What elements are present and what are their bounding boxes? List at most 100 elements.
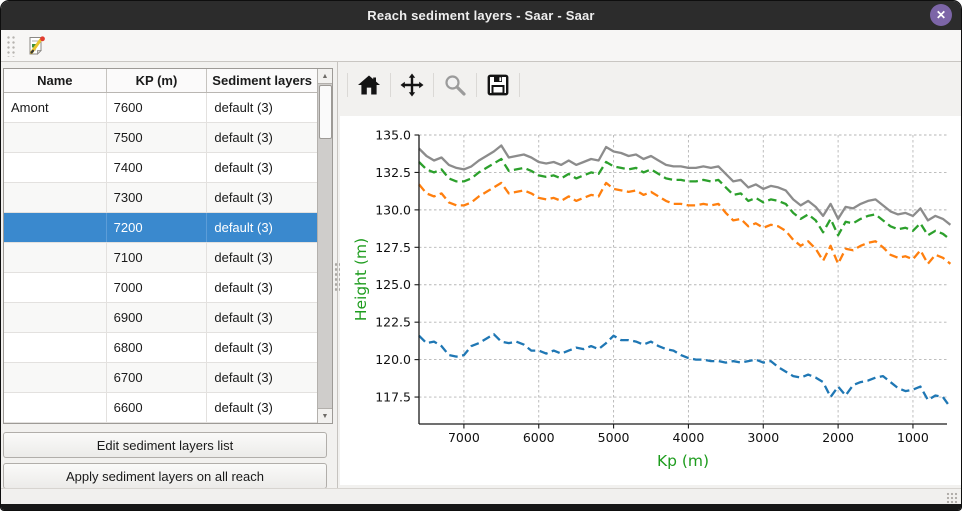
svg-text:3000: 3000 (747, 430, 779, 445)
kp-sediment-table: Name KP (m) Sediment layers Amont 7600 def… (3, 68, 333, 424)
table-cell: 7200 (107, 213, 208, 242)
table-cell: default (3) (214, 250, 273, 265)
sediment-profile-chart: 117.5 120.0 122.5 125.0 127.5 130.0 132.5 135.0… (352, 128, 952, 470)
scrollbar-thumb[interactable] (319, 85, 332, 139)
table-cell: default (3) (214, 190, 273, 205)
resize-grip[interactable] (946, 492, 958, 504)
table-cell (4, 333, 107, 362)
table-cell: default (3) (214, 130, 273, 145)
svg-text:4000: 4000 (673, 430, 705, 445)
sediment-table-panel: Name KP (m) Sediment layers Amont 7600 def… (1, 62, 337, 489)
svg-text:117.5: 117.5 (375, 390, 411, 405)
x-axis-label: Kp (m) (657, 452, 709, 470)
svg-text:6000: 6000 (523, 430, 555, 445)
table-row[interactable]: 7500 default (3) (4, 123, 317, 153)
table-cell: 7300 (107, 183, 208, 212)
table-cell: 7500 (107, 123, 208, 152)
svg-text:125.0: 125.0 (375, 277, 411, 292)
table-cell: default (3) (214, 370, 273, 385)
table-row[interactable]: Amont 7600 default (3) (4, 93, 317, 123)
status-bar (1, 488, 961, 506)
floppy-disk-icon (487, 74, 509, 96)
table-cell: 6600 (107, 393, 208, 422)
table-row[interactable]: 7000 default (3) (4, 273, 317, 303)
svg-text:2000: 2000 (822, 430, 854, 445)
table-cell: 7100 (107, 243, 208, 272)
plot-save-button[interactable] (484, 71, 512, 99)
edit-note-icon (29, 35, 45, 55)
top-toolbar (1, 30, 961, 62)
plot-zoom-button[interactable] (441, 71, 469, 99)
table-cell: 6900 (107, 303, 208, 332)
plot-home-button[interactable] (355, 71, 383, 99)
table-cell: default (3) (214, 100, 273, 115)
move-arrows-icon (400, 73, 424, 97)
table-cell: default (3) (214, 310, 273, 325)
column-header-sediment-layers[interactable]: Sediment layers (212, 73, 313, 88)
sediment-table-body: Amont 7600 default (3) 7500 default (3) 7400 d… (4, 93, 317, 423)
table-cell: 7600 (107, 93, 208, 122)
table-row[interactable]: 7400 default (3) (4, 153, 317, 183)
table-cell (4, 153, 107, 182)
close-x-icon: ✕ (935, 8, 947, 22)
close-button[interactable]: ✕ (930, 4, 952, 26)
table-cell: 6700 (107, 363, 208, 392)
plot-panel: 117.5 120.0 122.5 125.0 127.5 130.0 132.5 135.0… (334, 62, 961, 488)
house-icon (358, 75, 380, 95)
table-cell: default (3) (214, 400, 273, 415)
table-cell (4, 183, 107, 212)
scrollbar-down-arrow-icon[interactable]: ▼ (318, 408, 332, 423)
table-row[interactable]: 6900 default (3) (4, 303, 317, 333)
table-row[interactable]: 6600 default (3) (4, 393, 317, 423)
svg-text:7000: 7000 (448, 430, 480, 445)
edit-sediment-layers-list-button[interactable]: Edit sediment layers list (3, 432, 327, 458)
scrollbar-up-arrow-icon[interactable]: ▲ (318, 69, 332, 84)
table-row[interactable]: 6800 default (3) (4, 333, 317, 363)
magnifier-icon (445, 75, 466, 96)
table-cell: default (3) (214, 280, 273, 295)
column-header-kp[interactable]: KP (m) (107, 69, 208, 92)
table-header-row: Name KP (m) Sediment layers (4, 69, 317, 93)
plot-toolbar (340, 70, 527, 100)
svg-text:120.0: 120.0 (375, 352, 411, 367)
svg-text:5000: 5000 (598, 430, 630, 445)
table-cell (4, 123, 107, 152)
y-axis-label: Height (m) (352, 238, 370, 321)
table-row[interactable]: 7300 default (3) (4, 183, 317, 213)
plot-pan-button[interactable] (398, 71, 426, 99)
window-title: Reach sediment layers - Saar - Saar (367, 8, 595, 23)
main-content: Name KP (m) Sediment layers Amont 7600 def… (1, 62, 961, 489)
table-cell (4, 243, 107, 272)
svg-text:130.0: 130.0 (375, 202, 411, 217)
titlebar: Reach sediment layers - Saar - Saar ✕ (1, 1, 961, 30)
table-row[interactable]: 7200 default (3) (4, 213, 317, 243)
table-cell: default (3) (214, 160, 273, 175)
edit-sediment-button[interactable] (23, 33, 49, 59)
toolbar-drag-handle[interactable] (6, 34, 16, 57)
table-scrollbar[interactable]: ▲ ▼ (317, 69, 332, 423)
table-cell: 7000 (107, 273, 208, 302)
table-row[interactable]: 7100 default (3) (4, 243, 317, 273)
table-cell: 6800 (107, 333, 208, 362)
column-header-name[interactable]: Name (4, 69, 107, 92)
svg-text:1000: 1000 (897, 430, 929, 445)
table-cell: default (3) (214, 340, 273, 355)
apply-sediment-layers-button[interactable]: Apply sediment layers on all reach (3, 463, 327, 489)
table-cell: default (3) (214, 220, 273, 235)
window-bottom-edge (1, 504, 961, 510)
table-cell (4, 213, 107, 242)
table-cell (4, 273, 107, 302)
svg-text:127.5: 127.5 (375, 240, 411, 255)
svg-text:132.5: 132.5 (375, 165, 411, 180)
table-cell (4, 363, 107, 392)
panel-splitter-handle[interactable] (334, 262, 341, 292)
table-cell: 7400 (107, 153, 208, 182)
svg-text:122.5: 122.5 (375, 315, 411, 330)
table-cell (4, 393, 107, 422)
table-cell (4, 303, 107, 332)
sediment-profile-figure[interactable]: 117.5 120.0 122.5 125.0 127.5 130.0 132.5 135.0… (340, 116, 961, 485)
svg-text:135.0: 135.0 (375, 128, 411, 143)
table-cell: Amont (4, 93, 107, 122)
table-row[interactable]: 6700 default (3) (4, 363, 317, 393)
